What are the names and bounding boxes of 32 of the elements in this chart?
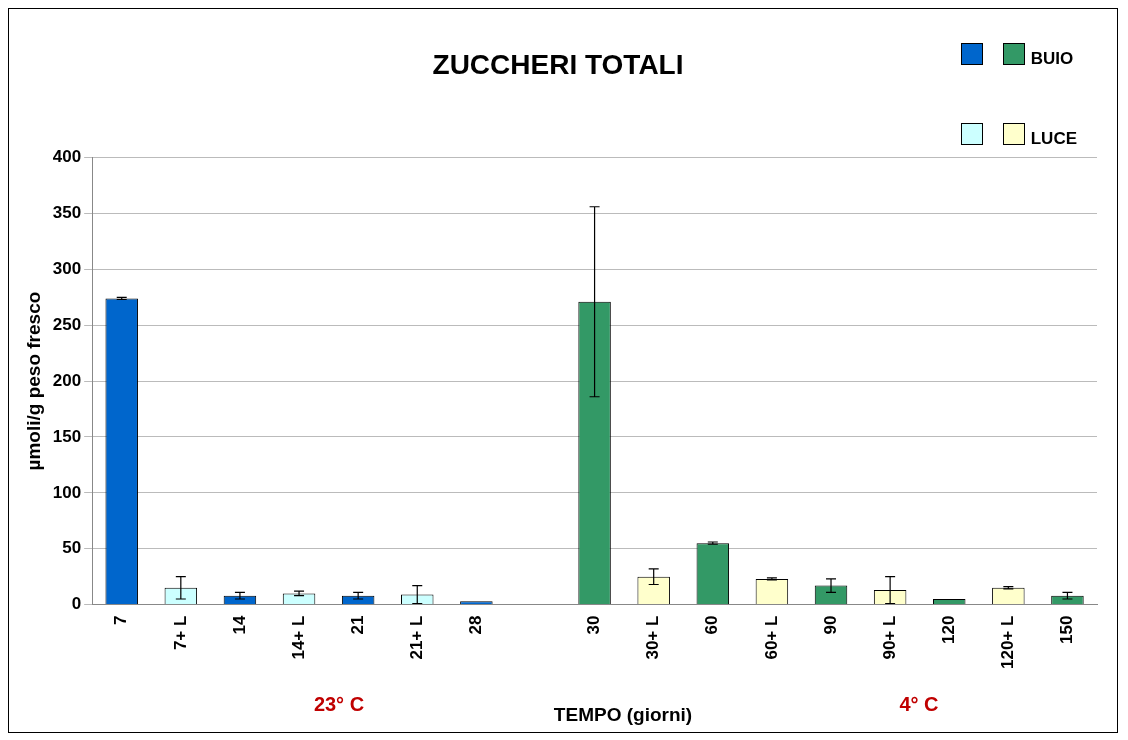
x-tick-label: 30+ L <box>643 615 663 660</box>
y-axis-title: µmoli/g peso fresco <box>22 291 44 471</box>
y-tick-label: 200 <box>52 370 82 390</box>
x-tick-label: 150 <box>1057 615 1077 644</box>
x-tick-label: 120+ L <box>998 615 1018 670</box>
legend-label: BUIO <box>1030 49 1074 69</box>
x-tick-label: 28 <box>466 615 486 635</box>
y-tick-label: 0 <box>71 594 82 614</box>
x-tick-label: 60 <box>702 615 722 635</box>
x-tick-label: 21 <box>347 615 367 635</box>
y-tick-label: 350 <box>52 203 82 223</box>
x-tick-label: 14+ L <box>288 615 308 660</box>
legend-label: LUCE <box>1030 129 1077 149</box>
y-tick-label: 50 <box>62 538 82 558</box>
x-tick-label: 60+ L <box>761 615 781 660</box>
y-tick-label: 100 <box>52 482 82 502</box>
x-tick-label: 7 <box>111 615 131 626</box>
x-tick-label: 21+ L <box>406 615 426 660</box>
y-tick-label: 250 <box>52 314 82 334</box>
x-axis-title: TEMPO (giorni) <box>553 704 693 725</box>
text: 4° C <box>898 693 940 716</box>
x-tick-label: 120 <box>938 615 958 644</box>
y-tick-label: 400 <box>52 147 82 167</box>
x-tick-label: 14 <box>229 615 249 635</box>
x-tick-label: 90 <box>820 615 840 635</box>
x-tick-label: 30 <box>584 615 604 635</box>
text: 23° C <box>312 693 366 716</box>
x-tick-label: 7+ L <box>170 615 190 651</box>
chart-title: ZUCCHERI TOTALI <box>432 48 684 80</box>
y-tick-label: 300 <box>52 259 82 279</box>
x-tick-label: 90+ L <box>879 615 899 660</box>
y-tick-label: 150 <box>52 426 82 446</box>
